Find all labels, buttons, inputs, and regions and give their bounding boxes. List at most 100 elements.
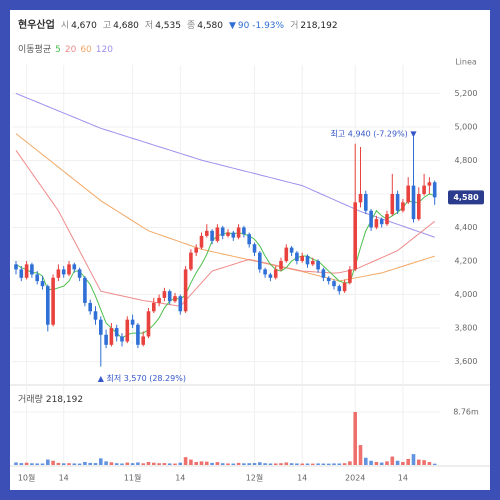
candle-body <box>189 252 193 270</box>
candle-body <box>422 185 426 194</box>
volume-bar <box>268 463 273 465</box>
low-annotation: ▲ 최저 3,570 (28.29%) <box>98 373 186 383</box>
volume-bar <box>311 463 315 465</box>
moving-average-line <box>15 150 436 307</box>
candle-body <box>311 261 315 265</box>
volume-bar <box>120 463 124 465</box>
volume-bar <box>162 463 167 465</box>
quote-value: 4,680 <box>113 21 139 31</box>
candle-body <box>46 286 50 325</box>
volume-bar <box>51 460 55 465</box>
candle-body <box>205 230 209 236</box>
candle-body <box>326 277 331 282</box>
candle-body <box>427 182 432 186</box>
x-tick-label: 12월 <box>246 473 264 483</box>
candle-body <box>141 336 145 345</box>
volume-bar <box>385 461 389 465</box>
candle-body <box>178 296 183 312</box>
candle-body <box>167 291 172 302</box>
volume-bar <box>183 457 188 465</box>
quote-header: 현우산업 시 4,670 고 4,680 저 4,535 종 4,580 ▼ 90 -1.93% 거 2… <box>18 18 338 31</box>
candle-body <box>284 247 289 262</box>
x-tick-label: 14 <box>398 474 408 483</box>
candle-body <box>162 291 167 298</box>
volume-bar <box>72 463 77 465</box>
candle-body <box>321 269 326 278</box>
volume-bar <box>30 463 34 465</box>
candle-body <box>99 319 103 335</box>
volume-bar <box>173 463 177 465</box>
candle-body <box>411 185 416 220</box>
quote-label: 거 <box>290 20 298 31</box>
y-tick-label: 5,200 <box>455 89 478 98</box>
y-tick-label: 8.76m <box>453 408 479 417</box>
volume-bar <box>14 462 18 465</box>
candle-body <box>173 296 177 302</box>
volume-title: 거래량 <box>18 393 43 405</box>
volume-bar <box>99 458 103 465</box>
candle-body <box>104 334 108 345</box>
volume-bar <box>178 462 183 465</box>
volume-bar <box>220 463 225 465</box>
candle-body <box>342 282 347 292</box>
volume-bar <box>374 461 379 465</box>
candle-body <box>35 274 39 282</box>
candle-body <box>258 252 262 270</box>
volume-bar <box>342 463 347 465</box>
y-tick-label: 3,800 <box>455 324 478 333</box>
candle-body <box>358 193 363 203</box>
candle-body <box>77 269 82 278</box>
volume-bar <box>35 463 39 465</box>
volume-bar <box>56 462 61 465</box>
candle-body <box>353 202 357 270</box>
quote-label: 저 <box>145 20 153 31</box>
volume-bar <box>258 462 262 465</box>
volume-bar <box>167 463 172 465</box>
volume-bar <box>289 463 294 465</box>
volume-bar <box>348 461 352 465</box>
volume-header: 거래량 218,192 <box>18 393 83 405</box>
high-annotation: 최고 4,940 (-7.29%) ▼ <box>331 129 418 139</box>
volume-bar <box>432 463 437 465</box>
volume-bar <box>326 463 331 465</box>
candle-body <box>401 202 405 211</box>
volume-bar <box>427 461 432 465</box>
candle-body <box>56 269 61 278</box>
candle-body <box>51 277 55 325</box>
volume-bar <box>263 463 267 465</box>
volume-bar <box>19 463 24 465</box>
candle-body <box>332 281 336 287</box>
candle-body <box>130 319 135 325</box>
candle-body <box>337 286 342 292</box>
volume-bar <box>146 461 151 465</box>
quote-label: 고 <box>103 21 111 31</box>
candle-body <box>210 230 214 241</box>
candle-body <box>263 269 267 275</box>
volume-bar <box>61 463 66 465</box>
quote-value: 4,580 <box>197 21 223 31</box>
candle-body <box>295 252 299 262</box>
y-tick-label: 4,400 <box>455 223 478 232</box>
x-tick-label: 11월 <box>124 473 142 483</box>
volume-bar <box>215 462 220 465</box>
volume-bar <box>279 463 283 465</box>
candle-body <box>215 227 220 241</box>
volume-bar <box>358 445 363 465</box>
volume-bar <box>332 463 336 465</box>
volume-bar <box>273 463 278 465</box>
candle-body <box>300 255 304 262</box>
volume-bar <box>24 462 29 465</box>
candle-body <box>146 311 151 337</box>
x-tick-label: 14 <box>175 474 185 483</box>
volume-bar <box>364 457 368 465</box>
volume-bar <box>46 459 50 465</box>
y-tick-label: 4,000 <box>455 290 478 299</box>
candle-body <box>289 247 294 253</box>
last-price-tag <box>448 190 484 205</box>
candle-body <box>125 319 130 342</box>
candle-body <box>273 269 278 278</box>
candle-body <box>24 264 29 278</box>
volume-bar <box>295 463 299 465</box>
legend-entry: 120 <box>96 45 113 55</box>
volume-bar <box>316 463 320 465</box>
